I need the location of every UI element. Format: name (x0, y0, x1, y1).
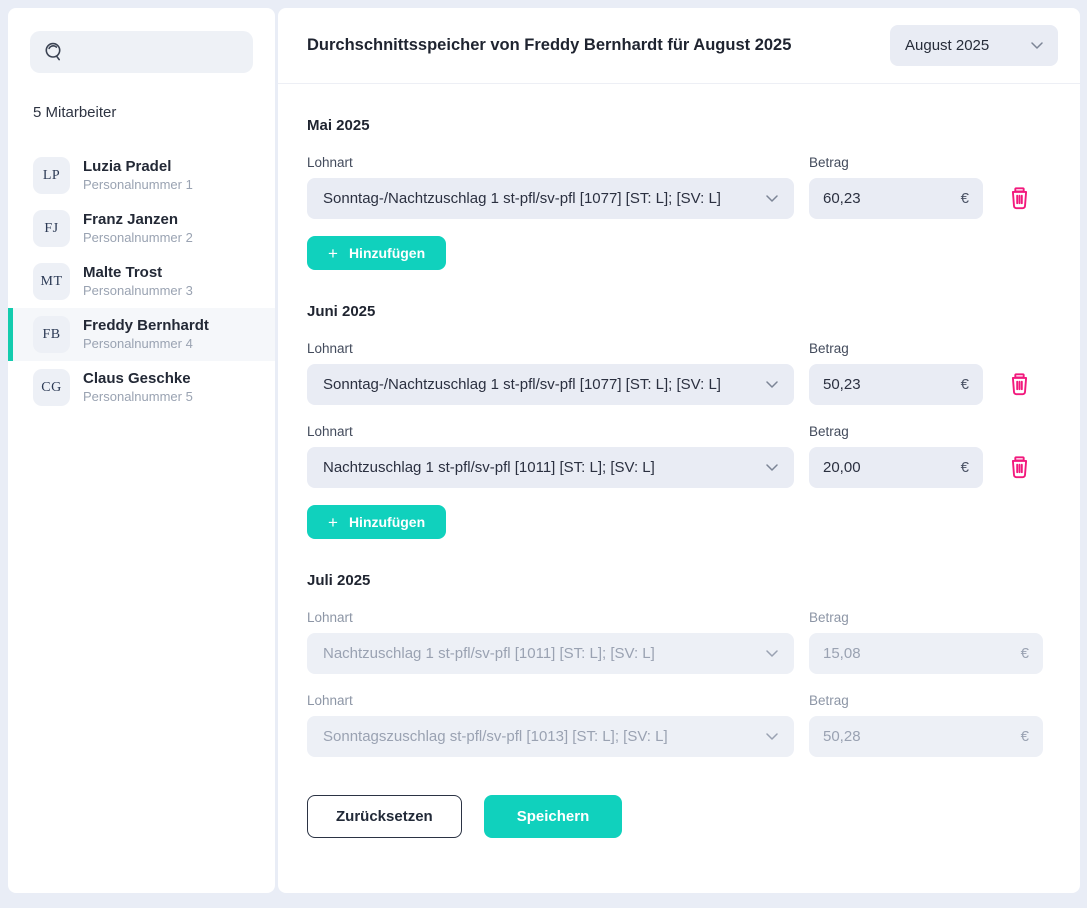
delete-row-button[interactable] (1009, 373, 1030, 396)
betrag-label: Betrag (809, 341, 849, 356)
save-button[interactable]: Speichern (483, 795, 623, 838)
employee-name: Freddy Bernhardt (83, 317, 209, 334)
avatar: FB (33, 316, 70, 353)
lohnart-label: Lohnart (307, 155, 353, 170)
month-title: Mai 2025 (307, 117, 370, 134)
month-select-value: August 2025 (905, 37, 990, 54)
employee-count: 5 Mitarbeiter (33, 104, 117, 121)
betrag-field: € (809, 716, 1043, 757)
betrag-input[interactable] (823, 190, 961, 207)
currency-symbol: € (960, 376, 969, 393)
wage-row: Lohnart Sonntag-/Nachtzuschlag 1 st-pfl/… (307, 341, 1051, 405)
betrag-input[interactable] (823, 376, 961, 393)
employee-item-franz-janzen[interactable]: FJ Franz Janzen Personalnummer 2 (8, 202, 275, 255)
add-row-button[interactable]: + Hinzufügen (307, 505, 447, 539)
employee-item-malte-trost[interactable]: MT Malte Trost Personalnummer 3 (8, 255, 275, 308)
lohnart-select[interactable]: Nachtzuschlag 1 st-pfl/sv-pfl [1011] [ST… (307, 447, 794, 488)
chevron-down-icon (766, 650, 778, 657)
currency-symbol: € (960, 459, 969, 476)
search-box[interactable] (30, 31, 253, 73)
betrag-input[interactable] (823, 459, 961, 476)
currency-symbol: € (1020, 645, 1029, 662)
month-title: Juni 2025 (307, 303, 376, 320)
betrag-input-disabled (823, 728, 1021, 745)
employee-sidebar: 5 Mitarbeiter LP Luzia Pradel Personalnu… (8, 8, 275, 893)
betrag-field: € (809, 178, 983, 219)
employee-item-freddy-bernhardt[interactable]: FB Freddy Bernhardt Personalnummer 4 (8, 308, 275, 361)
avatar: FJ (33, 210, 70, 247)
employee-list: LP Luzia Pradel Personalnummer 1 FJ Fran… (8, 149, 275, 414)
employee-name: Malte Trost (83, 264, 163, 281)
lohnart-label: Lohnart (307, 693, 353, 708)
trash-icon (1011, 456, 1028, 479)
employee-subtitle: Personalnummer 3 (83, 282, 193, 298)
avatar: LP (33, 157, 70, 194)
lohnart-label: Lohnart (307, 341, 353, 356)
chevron-down-icon (766, 464, 778, 471)
wage-row: Lohnart Nachtzuschlag 1 st-pfl/sv-pfl [1… (307, 424, 1051, 488)
trash-icon (1011, 373, 1028, 396)
betrag-label: Betrag (809, 155, 849, 170)
employee-name: Claus Geschke (83, 370, 191, 387)
wage-row: Lohnart Sonntag-/Nachtzuschlag 1 st-pfl/… (307, 155, 1051, 219)
lohnart-select[interactable]: Sonntag-/Nachtzuschlag 1 st-pfl/sv-pfl [… (307, 364, 794, 405)
avatar: CG (33, 369, 70, 406)
currency-symbol: € (960, 190, 969, 207)
employee-subtitle: Personalnummer 5 (83, 388, 193, 404)
employee-subtitle: Personalnummer 1 (83, 176, 193, 192)
betrag-label: Betrag (809, 693, 849, 708)
page-title: Durchschnittsspeicher von Freddy Bernhar… (307, 36, 792, 54)
employee-subtitle: Personalnummer 4 (83, 335, 193, 351)
add-row-button[interactable]: + Hinzufügen (307, 236, 447, 270)
avatar: MT (33, 263, 70, 300)
employee-item-luzia-pradel[interactable]: LP Luzia Pradel Personalnummer 1 (8, 149, 275, 202)
employee-name: Franz Janzen (83, 211, 179, 228)
betrag-input-disabled (823, 645, 1021, 662)
lohnart-select[interactable]: Sonntag-/Nachtzuschlag 1 st-pfl/sv-pfl [… (307, 178, 794, 219)
plus-icon: + (328, 243, 338, 263)
employee-item-claus-geschke[interactable]: CG Claus Geschke Personalnummer 5 (8, 361, 275, 414)
reset-button[interactable]: Zurücksetzen (307, 795, 462, 838)
month-section-juli-2025: Juli 2025 Lohnart Nachtzuschlag 1 st-pfl… (307, 572, 1051, 757)
month-section-juni-2025: Juni 2025 Lohnart Sonntag-/Nachtzuschlag… (307, 303, 1051, 539)
month-select-dropdown[interactable]: August 2025 (890, 25, 1058, 66)
search-input[interactable] (75, 42, 240, 62)
chevron-down-icon (766, 381, 778, 388)
delete-row-button[interactable] (1009, 187, 1030, 210)
lohnart-label: Lohnart (307, 610, 353, 625)
employee-name: Luzia Pradel (83, 158, 172, 175)
betrag-field: € (809, 364, 983, 405)
chevron-down-icon (766, 733, 778, 740)
wage-row: Lohnart Nachtzuschlag 1 st-pfl/sv-pfl [1… (307, 610, 1051, 674)
delete-row-button[interactable] (1009, 456, 1030, 479)
betrag-label: Betrag (809, 610, 849, 625)
lohnart-select-disabled: Nachtzuschlag 1 st-pfl/sv-pfl [1011] [ST… (307, 633, 794, 674)
plus-icon: + (328, 512, 338, 532)
trash-icon (1011, 187, 1028, 210)
employee-subtitle: Personalnummer 2 (83, 229, 193, 245)
lohnart-label: Lohnart (307, 424, 353, 439)
wage-row: Lohnart Sonntagszuschlag st-pfl/sv-pfl [… (307, 693, 1051, 757)
footer-actions: Zurücksetzen Speichern (307, 795, 1051, 884)
month-title: Juli 2025 (307, 572, 371, 589)
chevron-down-icon (766, 195, 778, 202)
months-content: Mai 2025 Lohnart Sonntag-/Nachtzuschlag … (278, 84, 1080, 893)
chevron-down-icon (1031, 42, 1043, 49)
month-section-mai-2025: Mai 2025 Lohnart Sonntag-/Nachtzuschlag … (307, 117, 1051, 270)
lohnart-select-disabled: Sonntagszuschlag st-pfl/sv-pfl [1013] [S… (307, 716, 794, 757)
main-panel: Durchschnittsspeicher von Freddy Bernhar… (278, 8, 1080, 893)
betrag-field: € (809, 633, 1043, 674)
betrag-field: € (809, 447, 983, 488)
betrag-label: Betrag (809, 424, 849, 439)
search-icon (45, 42, 61, 61)
currency-symbol: € (1020, 728, 1029, 745)
main-header: Durchschnittsspeicher von Freddy Bernhar… (278, 8, 1080, 84)
